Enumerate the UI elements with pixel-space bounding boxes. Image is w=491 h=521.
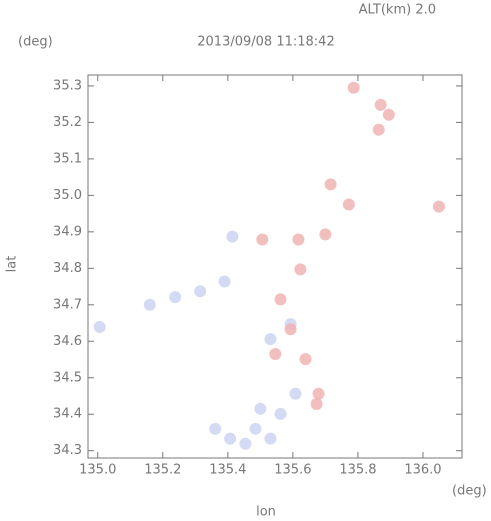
point [432, 200, 445, 213]
y-tick-label: 35.2 [53, 115, 82, 130]
point [269, 348, 282, 361]
subtitle: ALT(km) 2.0 [359, 3, 436, 18]
point [264, 432, 277, 445]
chart-title: 2013/09/08 11:18:42 [197, 35, 334, 50]
point [194, 285, 207, 298]
point [274, 293, 287, 306]
point [292, 233, 305, 246]
point [143, 298, 156, 311]
point [226, 230, 239, 243]
y-tick-label: 34.7 [53, 297, 82, 312]
point [372, 123, 385, 136]
y-tick-label: 35.3 [53, 78, 82, 93]
point [294, 263, 307, 276]
x-tick-label: 135.2 [144, 463, 181, 478]
point [374, 98, 387, 111]
y-tick-label: 34.4 [53, 407, 82, 422]
plot-frame [87, 74, 463, 459]
point [274, 407, 287, 420]
point [209, 422, 222, 435]
y-tick-label: 34.3 [53, 443, 82, 458]
point [299, 353, 312, 366]
y-tick-label: 34.9 [53, 224, 82, 239]
point [310, 398, 323, 411]
point [224, 432, 237, 445]
point [239, 437, 252, 450]
point [254, 402, 267, 415]
y-tick-label: 34.8 [53, 261, 82, 276]
point [218, 275, 231, 288]
x-tick-label: 135.4 [209, 463, 246, 478]
y-tick-label: 35.0 [53, 188, 82, 203]
x-tick-label: 135.8 [339, 463, 376, 478]
y-axis-title: lat [5, 256, 20, 273]
point [319, 228, 332, 241]
x-tick-label: 135.0 [79, 463, 116, 478]
point [169, 291, 182, 304]
point [312, 387, 325, 400]
point [256, 233, 269, 246]
y-tick-label: 34.6 [53, 334, 82, 349]
point [347, 81, 360, 94]
point [342, 198, 355, 211]
point [284, 323, 297, 336]
point [324, 178, 337, 191]
point [382, 108, 395, 121]
y-unit: (deg) [18, 35, 53, 50]
point [93, 321, 106, 334]
x-axis-title: lon [256, 505, 276, 520]
y-tick-label: 35.1 [53, 151, 82, 166]
point [249, 422, 262, 435]
y-tick-label: 34.5 [53, 370, 82, 385]
x-unit: (deg) [452, 484, 487, 499]
point [289, 387, 302, 400]
x-tick-label: 135.6 [274, 463, 311, 478]
point [264, 333, 277, 346]
x-tick-label: 136.0 [404, 463, 441, 478]
